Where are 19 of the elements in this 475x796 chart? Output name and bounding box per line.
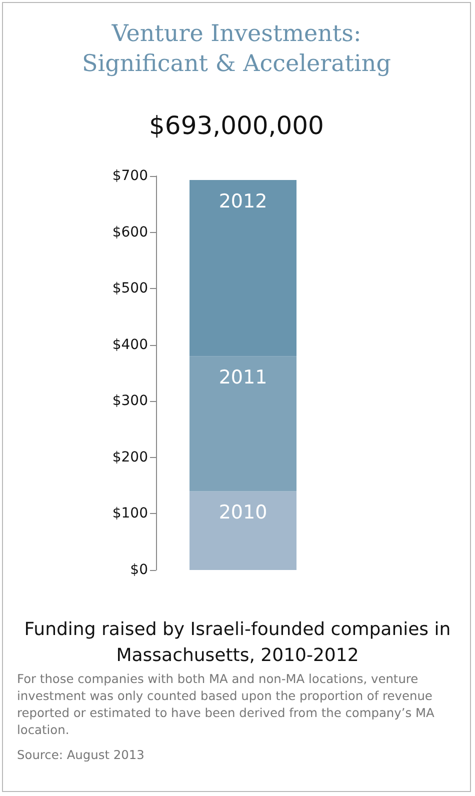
x-axis-title: Funding raised by Israeli-founded companies in Massachusetts, 2010-2012 — [23, 618, 452, 668]
series-label: 2012 — [218, 190, 268, 212]
chart-title: Venture Investments: Significant & Accelerating — [81, 20, 392, 79]
y-tick-label: $300 — [112, 393, 148, 410]
source-note: Source: August 2013 — [17, 747, 146, 764]
series-label: 2011 — [218, 366, 268, 389]
y-tick-label: $400 — [112, 336, 148, 353]
y-tick-label: $600 — [112, 224, 148, 240]
bar — [190, 356, 296, 492]
y-tick-label: $0 — [130, 562, 148, 578]
bar — [190, 491, 296, 570]
y-tick-label: $500 — [112, 280, 148, 297]
y-tick-label: $700 — [112, 168, 148, 184]
chart-subtitle: $693,000,000 — [148, 111, 325, 140]
series-label: 2010 — [218, 502, 268, 524]
bar — [190, 180, 296, 356]
text: For those companies with both MA and non-MA locations, venture investment was only counted based upon the proportion of revenue reported or estimated to have been derived from the company’s MA location. — [17, 671, 436, 739]
y-tick-label: $200 — [112, 449, 148, 466]
y-tick-label: $100 — [112, 506, 148, 522]
